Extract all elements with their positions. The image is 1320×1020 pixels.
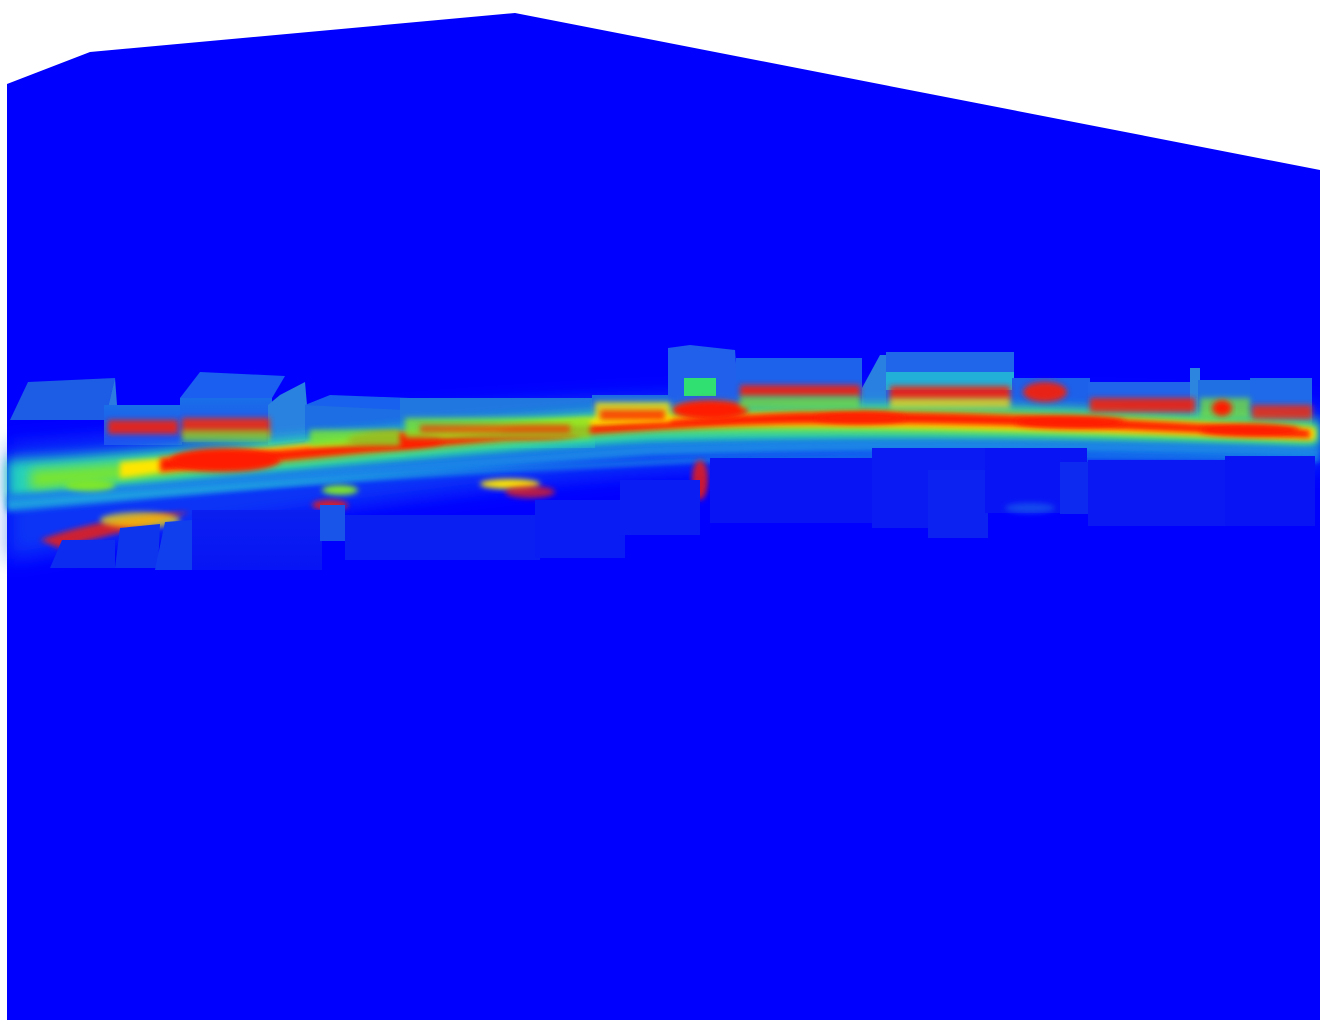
south-buildings — [50, 448, 1315, 570]
lower-ground — [7, 600, 1320, 1020]
north-facade-heat — [108, 382, 1312, 446]
